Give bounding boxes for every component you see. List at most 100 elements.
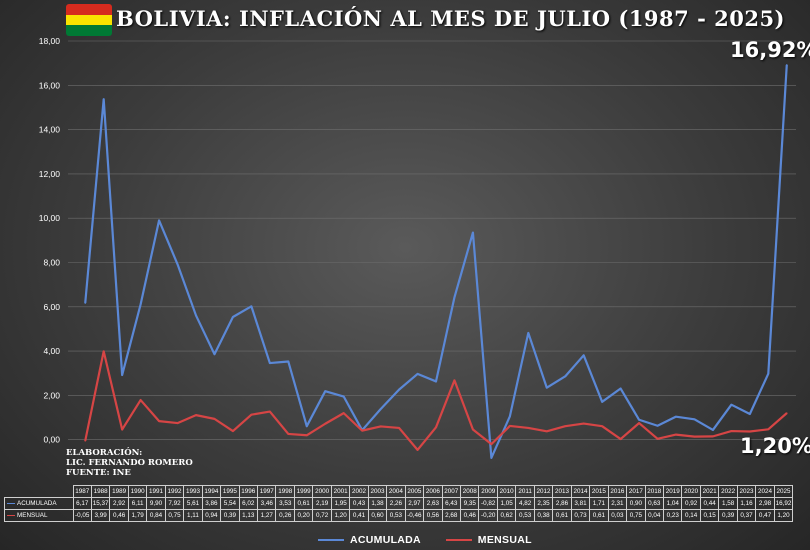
table-value-cell: 0,44: [699, 497, 720, 510]
data-point-mensual: [232, 430, 234, 432]
table-value-cell: 6,11: [127, 497, 148, 510]
table-value-cell: 0,73: [570, 509, 591, 522]
table-year-cell: 2001: [330, 485, 351, 498]
table-value-cell: 0,20: [293, 509, 314, 522]
data-point-acumulada: [675, 415, 677, 418]
data-point-acumulada: [213, 353, 216, 356]
table-value-cell: 0,53: [386, 509, 406, 522]
table-value-cell: 0,47: [755, 509, 775, 522]
table-value-cell: 0,94: [201, 509, 222, 522]
table-value-cell: 0,53: [515, 509, 535, 522]
table-year-cell: 2025: [773, 485, 794, 498]
data-point-acumulada: [712, 429, 714, 431]
table-value-cell: 0,62: [496, 509, 517, 522]
table-value-cell: 6,43: [441, 497, 462, 510]
table-year-cell: 2008: [460, 485, 480, 498]
table-year-cell: 1994: [201, 485, 222, 498]
table-year-cell: 2015: [589, 485, 609, 498]
table-value-cell: 0,61: [293, 497, 314, 510]
table-row-acumulada: ACUMULADA 6,17 15,37 2,92 6,11 9,90 7,92 5,61 3,…: [4, 497, 794, 510]
table-year-cell: 1992: [164, 485, 185, 498]
table-row-label: ACUMULADA: [4, 497, 74, 510]
data-point-mensual: [435, 426, 437, 429]
flag-red-band: [66, 4, 112, 15]
data-point-acumulada: [545, 386, 548, 389]
data-point-acumulada: [324, 390, 327, 392]
data-point-acumulada: [435, 380, 437, 383]
table-value-cell: 3,46: [257, 497, 277, 510]
table-year-cell: 2012: [533, 485, 554, 498]
data-point-mensual: [749, 430, 751, 433]
table-year-cell: 2011: [515, 485, 535, 498]
table-year-cell: 2020: [681, 485, 701, 498]
data-point-mensual: [213, 418, 216, 420]
data-point-acumulada: [564, 375, 567, 378]
credits-line-2: LIC. FERNANDO ROMERO: [66, 458, 193, 468]
table-year-cell: 2014: [570, 485, 591, 498]
table-value-cell: 2,35: [533, 497, 554, 510]
table-value-cell: 0,04: [644, 509, 665, 522]
table-value-cell: 0,63: [644, 497, 665, 510]
table-value-cell: 1,20: [330, 509, 351, 522]
data-point-mensual: [287, 433, 290, 435]
legend-swatch-acumulada: [318, 539, 344, 542]
data-point-acumulada: [656, 424, 659, 427]
table-row-mensual: MENSUAL -0,05 3,99 0,46 1,79 0,84 0,75 1,11 0,94…: [4, 509, 794, 522]
table-value-cell: 5,61: [183, 497, 203, 510]
data-point-mensual: [545, 430, 548, 433]
table-year-cell: 2016: [607, 485, 628, 498]
data-point-acumulada: [305, 425, 308, 427]
data-point-mensual: [472, 428, 474, 431]
table-year-cell: 1993: [183, 485, 203, 498]
data-point-acumulada: [342, 395, 345, 398]
table-value-cell: 0,72: [312, 509, 332, 522]
data-point-acumulada: [527, 332, 530, 334]
table-value-cell: 0,60: [367, 509, 388, 522]
table-value-cell: 1,38: [367, 497, 388, 510]
data-point-acumulada: [84, 302, 87, 304]
y-tick-label: 6,00: [43, 302, 60, 312]
table-value-cell: 0,41: [349, 509, 369, 522]
table-value-cell: 1,11: [183, 509, 203, 522]
data-point-mensual: [84, 440, 87, 442]
data-point-mensual: [379, 425, 382, 428]
table-value-cell: 0,39: [718, 509, 738, 522]
data-point-mensual: [176, 422, 179, 424]
table-value-cell: 9,35: [460, 497, 480, 510]
data-point-mensual: [490, 443, 493, 445]
y-tick-label: 8,00: [43, 258, 60, 268]
table-year-cell: 2023: [736, 485, 757, 498]
table-value-cell: 15,37: [90, 497, 111, 510]
table-year-cell: 1999: [293, 485, 314, 498]
table-value-cell: 0,39: [220, 509, 240, 522]
legend: ACUMULADA MENSUAL: [318, 534, 532, 546]
table-value-cell: 0,75: [626, 509, 646, 522]
table-value-cell: 6,02: [238, 497, 259, 510]
table-year-cell: 1987: [72, 485, 92, 498]
table-value-cell: 3,81: [570, 497, 591, 510]
data-point-acumulada: [509, 415, 511, 418]
table-value-cell: 1,05: [496, 497, 517, 510]
data-point-acumulada: [139, 303, 142, 306]
data-point-mensual: [398, 427, 400, 429]
y-tick-label: 4,00: [43, 346, 60, 356]
acumulada-last-callout: 16,92%: [730, 38, 810, 62]
data-point-mensual: [342, 412, 345, 414]
data-point-acumulada: [638, 418, 640, 421]
credits-line-3: FUENTE: INE: [66, 468, 131, 478]
data-point-mensual: [638, 422, 640, 424]
legend-item-mensual: MENSUAL: [445, 534, 532, 546]
table-value-cell: 0,90: [626, 497, 646, 510]
table-year-cell: 1997: [257, 485, 277, 498]
data-point-acumulada: [582, 354, 585, 357]
table-value-cell: -0,05: [72, 509, 92, 522]
table-year-cell: 2003: [367, 485, 388, 498]
table-year-cell: 2021: [699, 485, 720, 498]
table-year-cell: 2007: [441, 485, 462, 498]
data-point-acumulada: [472, 231, 474, 234]
table-value-cell: 2,26: [386, 497, 406, 510]
table-value-cell: 3,99: [90, 509, 111, 522]
data-point-acumulada: [416, 373, 419, 375]
table-year-cell: 1996: [238, 485, 259, 498]
table-value-cell: 0,61: [589, 509, 609, 522]
